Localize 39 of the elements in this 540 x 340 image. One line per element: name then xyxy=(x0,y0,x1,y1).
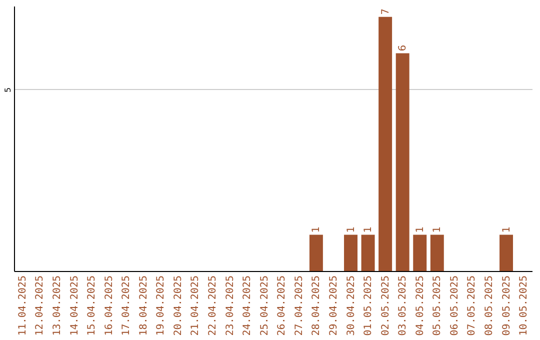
x-tick-label: 18.04.2025 xyxy=(138,276,150,336)
x-tick-label: 08.05.2025 xyxy=(484,276,495,336)
data-label: 1 xyxy=(432,226,444,233)
x-tick-label: 27.04.2025 xyxy=(294,276,305,336)
x-tick-label: 25.04.2025 xyxy=(259,276,270,336)
x-tick-label: 10.05.2025 xyxy=(518,276,530,336)
data-label: 1 xyxy=(501,226,512,233)
x-tick-label: 16.04.2025 xyxy=(104,276,115,336)
x-tick-label: 03.05.2025 xyxy=(398,276,409,336)
x-tick-label: 26.04.2025 xyxy=(276,276,288,336)
x-tick-label: 11.04.2025 xyxy=(17,276,28,336)
x-tick-label: 30.04.2025 xyxy=(346,276,357,336)
x-tick-label: 06.05.2025 xyxy=(449,276,460,336)
data-label: 7 xyxy=(380,8,392,15)
data-label: 1 xyxy=(363,226,374,233)
x-tick-label: 22.04.2025 xyxy=(208,276,219,336)
x-tick-label: 19.04.2025 xyxy=(156,276,167,336)
x-tick-label: 02.05.2025 xyxy=(380,276,392,336)
data-label: 1 xyxy=(346,226,357,233)
x-tick-label: 28.04.2025 xyxy=(311,276,322,336)
x-tick-label: 20.04.2025 xyxy=(172,276,184,336)
x-tick-label: 17.04.2025 xyxy=(121,276,132,336)
x-tick-label: 23.04.2025 xyxy=(224,276,236,336)
x-tick-label: 04.05.2025 xyxy=(414,276,426,336)
x-tick-label: 12.04.2025 xyxy=(34,276,46,336)
x-tick-label: 01.05.2025 xyxy=(363,276,374,336)
x-tick-label: 21.04.2025 xyxy=(190,276,202,336)
x-tick-label: 24.04.2025 xyxy=(242,276,254,336)
data-label: 1 xyxy=(414,226,426,233)
data-label: 6 xyxy=(398,44,409,52)
x-tick-label: 13.04.2025 xyxy=(52,276,64,336)
x-tick-label: 29.04.2025 xyxy=(328,276,340,336)
x-tick-label: 15.04.2025 xyxy=(86,276,98,336)
x-tick-label: 05.05.2025 xyxy=(432,276,444,336)
x-tick-label: 07.05.2025 xyxy=(466,276,478,336)
y-tick-label: 5 xyxy=(4,87,12,93)
x-tick-label: 09.05.2025 xyxy=(501,276,512,336)
data-label: 1 xyxy=(311,226,322,233)
x-tick-label: 14.04.2025 xyxy=(69,276,80,336)
